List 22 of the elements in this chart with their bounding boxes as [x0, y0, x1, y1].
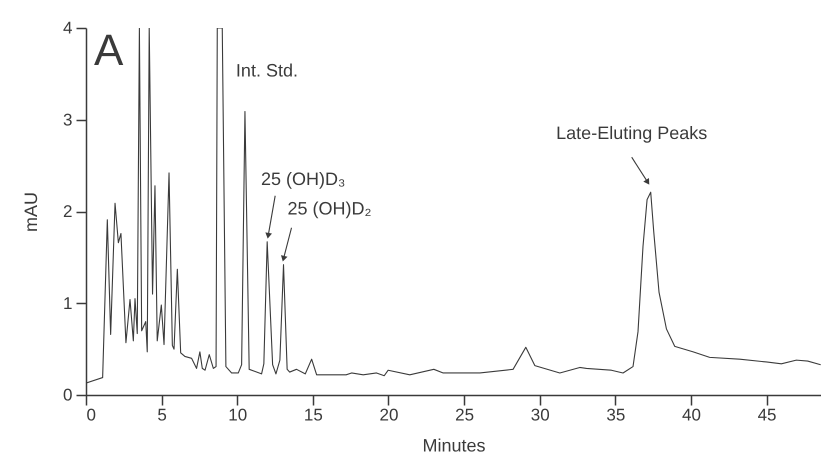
annotation: 25 (OH)D₃: [261, 168, 346, 189]
x-tick-label: 35: [606, 406, 626, 424]
y-tick-label: 1: [63, 294, 72, 313]
y-tick-label: 2: [63, 202, 72, 221]
x-tick-label: 45: [758, 406, 777, 424]
annotation: A: [94, 26, 124, 75]
y-tick-label: 0: [63, 386, 72, 404]
x-tick-label: 0: [86, 406, 96, 424]
x-axis-title: Minutes: [422, 436, 486, 456]
annotation: 25 (OH)D₂: [288, 198, 372, 219]
annotation: Late-Eluting Peaks: [556, 123, 708, 144]
y-axis-title: mAU: [21, 192, 42, 232]
x-tick-label: 30: [530, 406, 550, 424]
x-tick-label: 10: [228, 406, 248, 424]
x-tick-label: 5: [157, 406, 167, 424]
x-tick-label: 25: [455, 406, 474, 424]
y-tick-label: 4: [63, 18, 72, 38]
x-tick-label: 20: [380, 406, 398, 424]
annotation: Int. Std.: [236, 60, 298, 80]
x-tick-label: 40: [682, 406, 701, 424]
x-tick-label: 15: [304, 406, 323, 424]
y-tick-label: 3: [63, 110, 72, 130]
